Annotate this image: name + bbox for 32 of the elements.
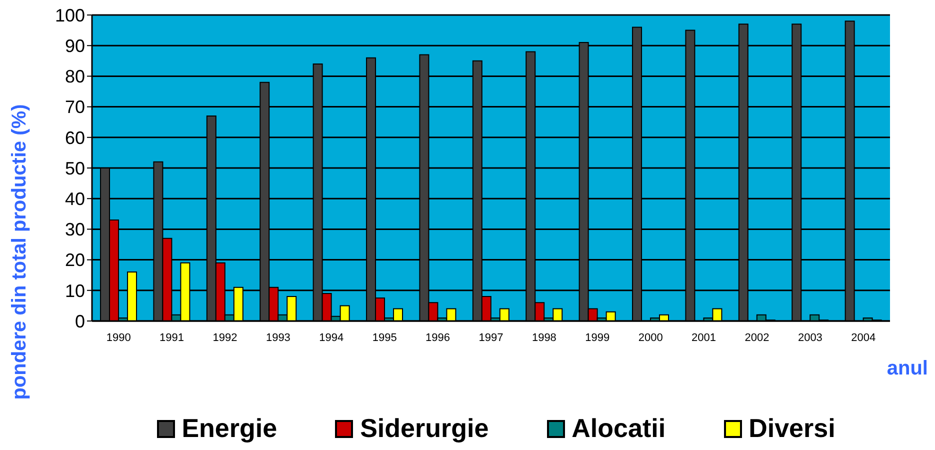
y-tick-label: 80 (64, 66, 85, 87)
x-tick-label: 1994 (319, 332, 344, 344)
x-tick-label: 1999 (585, 332, 610, 344)
legend-label: Diversi (748, 413, 836, 444)
x-tick-label: 2000 (638, 332, 663, 344)
y-tick-label: 100 (54, 5, 85, 26)
y-tick-label: 10 (64, 280, 85, 301)
y-axis-title: pondere din total productie (%) (8, 104, 30, 400)
y-tick-label: 90 (64, 36, 85, 56)
x-tick-label: 1992 (212, 332, 238, 344)
x-tick-label: 2002 (744, 332, 770, 344)
x-tick-label: 1996 (426, 332, 450, 344)
x-tick-label: 1993 (266, 332, 290, 344)
y-tick-label: 70 (64, 97, 85, 118)
x-tick-label: 1990 (106, 332, 131, 344)
x-tick-label: 2001 (692, 332, 716, 344)
legend-label: Alocatii (572, 413, 666, 444)
y-tick-label: 0 (74, 311, 85, 332)
x-tick-label: 1997 (478, 332, 504, 344)
x-tick-label: 1998 (532, 332, 556, 344)
y-tick-label: 60 (64, 128, 85, 148)
y-tick-label: 20 (64, 250, 85, 270)
y-tick-label: 40 (64, 188, 85, 209)
y-tick-label: 50 (64, 158, 85, 178)
x-tick-label: 1995 (372, 332, 397, 344)
x-tick-label: 2003 (798, 332, 822, 344)
y-tick-label: 30 (64, 220, 85, 240)
x-tick-label: 1991 (160, 332, 184, 344)
legend-label: Energie (182, 413, 278, 444)
legend-label: Siderurgie (360, 413, 489, 444)
x-tick-label: 2004 (851, 332, 876, 344)
x-axis-title: anul (886, 357, 928, 380)
